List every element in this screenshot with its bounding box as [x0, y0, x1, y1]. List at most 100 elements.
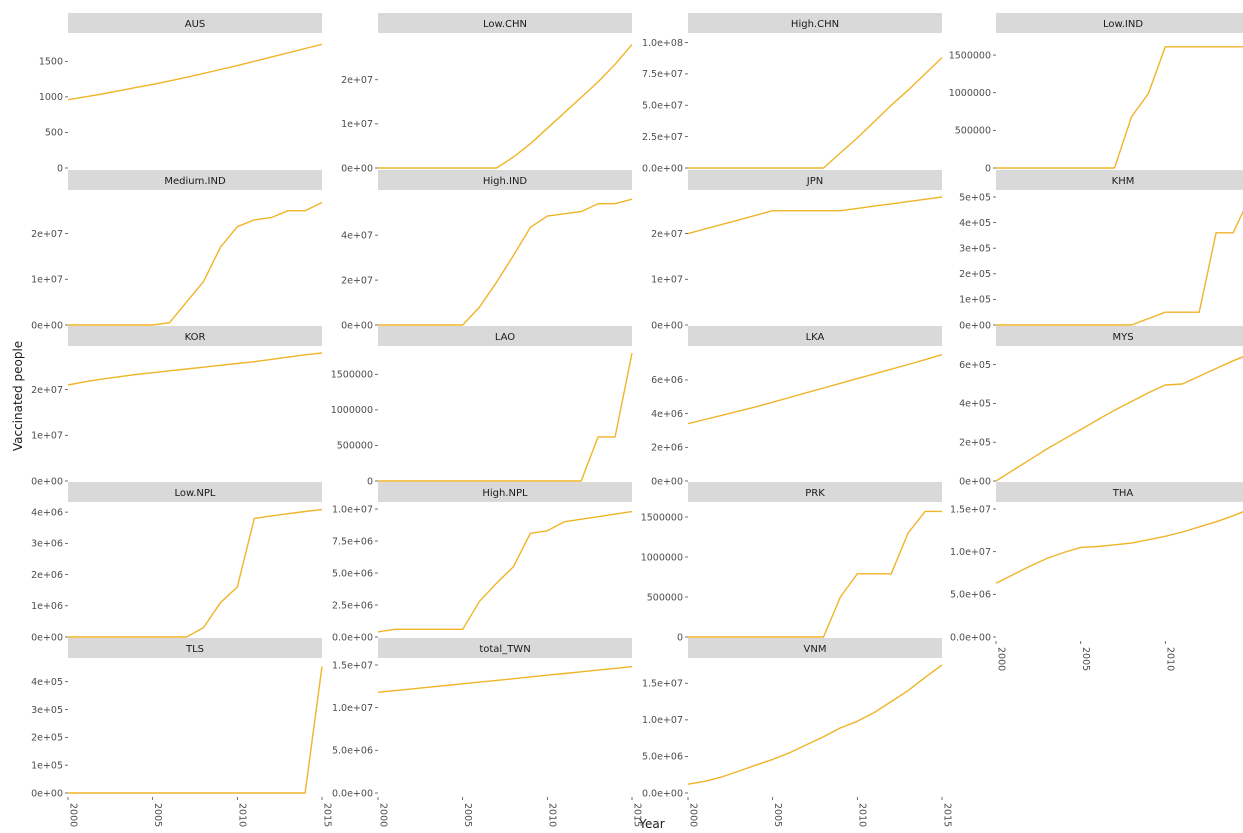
x-tick-label-vnm: 2010	[857, 803, 868, 827]
series-line-total-twn	[377, 666, 633, 693]
x-tick-label-tls: 2005	[152, 803, 163, 827]
y-tick-label-aus: 1500	[39, 57, 63, 68]
y-tick-label-high-npl: 7.5e+06	[332, 536, 373, 547]
panel-title-kor: KOR	[185, 332, 206, 343]
y-tick-label-tls: 0e+00	[31, 788, 63, 799]
y-axis-title: Vaccinated people	[11, 341, 25, 451]
panel-title-khm: KHM	[1112, 176, 1135, 187]
y-tick-label-kor: 2e+07	[31, 385, 63, 396]
y-tick-label-high-ind: 2e+07	[341, 275, 373, 286]
panel-title-vnm: VNM	[804, 644, 827, 655]
y-tick-label-tls: 1e+05	[31, 760, 63, 771]
panel-medium-ind: Medium.IND 0e+00 1e+07 2e+07	[31, 170, 323, 331]
y-tick-label-khm: 5e+05	[959, 192, 991, 203]
strip-prk	[688, 482, 942, 502]
series-line-tls	[68, 666, 323, 794]
strip-low-chn	[378, 13, 632, 33]
series-line-mys	[995, 356, 1243, 482]
y-tick-label-lka: 0e+00	[651, 476, 683, 487]
strip-khm	[996, 170, 1243, 190]
y-tick-label-low-npl: 2e+06	[31, 570, 63, 581]
y-tick-label-tha: 1.0e+07	[950, 547, 991, 558]
x-tick-label-tha: 2005	[1080, 647, 1091, 671]
panel-tha: THA 0.0e+00 5.0e+06 1.0e+07 1.5e+07 2000 2005 2…	[950, 482, 1243, 671]
y-tick-label-mys: 6e+05	[959, 360, 991, 371]
x-tick-label-vnm: 2000	[687, 803, 698, 827]
panel-low-npl: Low.NPL 0e+00 1e+06 2e+06 3e+06 4e+06	[31, 482, 323, 643]
strip-aus	[68, 13, 322, 33]
y-tick-label-khm: 2e+05	[959, 269, 991, 280]
series-line-high-npl	[377, 510, 633, 633]
panel-title-medium-ind: Medium.IND	[164, 176, 226, 187]
panel-lao: LAO 0 500000 1000000 1500000	[331, 326, 633, 487]
y-tick-label-high-npl: 5.0e+06	[332, 568, 373, 579]
y-tick-label-mys: 4e+05	[959, 399, 991, 410]
y-tick-label-low-ind: 1000000	[949, 88, 991, 99]
panel-title-total-twn: total_TWN	[479, 644, 530, 655]
y-tick-label-aus: 0	[57, 163, 63, 174]
y-tick-label-high-chn: 5.0e+07	[642, 101, 683, 112]
panel-title-aus: AUS	[185, 19, 206, 30]
strip-high-ind	[378, 170, 632, 190]
x-tick-label-total-twn: 2005	[462, 803, 473, 827]
x-tick-label-tls: 2010	[237, 803, 248, 827]
panel-lka: LKA 0e+00 2e+06 4e+06 6e+06	[651, 326, 943, 487]
y-tick-label-kor: 0e+00	[31, 476, 63, 487]
strip-low-npl	[68, 482, 322, 502]
y-tick-label-low-npl: 0e+00	[31, 632, 63, 643]
series-line-aus	[67, 43, 323, 101]
strip-medium-ind	[68, 170, 322, 190]
y-tick-label-lao: 1500000	[331, 370, 373, 381]
y-tick-label-lka: 2e+06	[651, 443, 683, 454]
series-line-medium-ind	[68, 201, 323, 326]
y-tick-label-high-chn: 7.5e+07	[642, 69, 683, 80]
panel-title-low-chn: Low.CHN	[483, 19, 527, 30]
strip-total-twn	[378, 638, 632, 658]
series-line-kor	[67, 352, 323, 386]
panel-mys: MYS 0e+00 2e+05 4e+05 6e+05	[959, 326, 1243, 487]
y-tick-label-lao: 500000	[337, 441, 373, 452]
y-tick-label-mys: 2e+05	[959, 438, 991, 449]
series-line-low-npl	[68, 508, 323, 638]
y-tick-label-tls: 2e+05	[31, 733, 63, 744]
x-tick-label-vnm: 2015	[941, 803, 952, 827]
x-tick-label-tls: 2000	[67, 803, 78, 827]
y-tick-label-aus: 500	[45, 128, 63, 139]
x-tick-label-vnm: 2005	[772, 803, 783, 827]
y-tick-label-total-twn: 0.0e+00	[332, 788, 373, 799]
strip-jpn	[688, 170, 942, 190]
panel-title-low-npl: Low.NPL	[174, 488, 215, 499]
strip-lao	[378, 326, 632, 346]
y-tick-label-vnm: 5.0e+06	[642, 752, 683, 763]
y-tick-label-total-twn: 1.0e+07	[332, 703, 373, 714]
y-tick-label-low-npl: 1e+06	[31, 601, 63, 612]
y-tick-label-vnm: 1.5e+07	[642, 679, 683, 690]
panel-aus: AUS 0 500 1000 1500	[39, 13, 323, 174]
y-tick-label-khm: 4e+05	[959, 218, 991, 229]
y-tick-label-high-ind: 4e+07	[341, 230, 373, 241]
y-tick-label-tha: 5.0e+06	[950, 590, 991, 601]
y-tick-label-jpn: 1e+07	[651, 275, 683, 286]
y-tick-label-tls: 4e+05	[31, 677, 63, 688]
y-tick-label-tha: 0.0e+00	[950, 632, 991, 643]
panel-title-prk: PRK	[805, 488, 825, 499]
y-tick-label-prk: 1500000	[641, 512, 683, 523]
panel-title-lka: LKA	[806, 332, 825, 343]
y-tick-label-khm: 0e+00	[959, 320, 991, 331]
panel-jpn: JPN 0e+00 1e+07 2e+07	[651, 170, 943, 331]
panel-total-twn: total_TWN 0.0e+00 5.0e+06 1.0e+07 1.5e+07 200…	[332, 638, 642, 827]
panel-high-chn: High.CHN 0.0e+00 2.5e+07 5.0e+07 7.5e+07 1.0e…	[642, 13, 943, 174]
strip-vnm	[688, 638, 942, 658]
y-tick-label-low-ind: 0	[985, 163, 991, 174]
y-tick-label-low-chn: 0e+00	[341, 163, 373, 174]
series-line-low-chn	[378, 43, 633, 169]
panel-low-ind: Low.IND 0 500000 1000000 1500000	[949, 13, 1243, 174]
y-tick-label-total-twn: 1.5e+07	[332, 660, 373, 671]
y-tick-label-total-twn: 5.0e+06	[332, 746, 373, 757]
y-tick-label-medium-ind: 1e+07	[31, 275, 63, 286]
x-axis-title: Year	[638, 817, 664, 831]
y-tick-label-high-npl: 2.5e+06	[332, 600, 373, 611]
series-line-high-chn	[688, 57, 943, 169]
panel-high-ind: High.IND 0e+00 2e+07 4e+07	[341, 170, 633, 331]
